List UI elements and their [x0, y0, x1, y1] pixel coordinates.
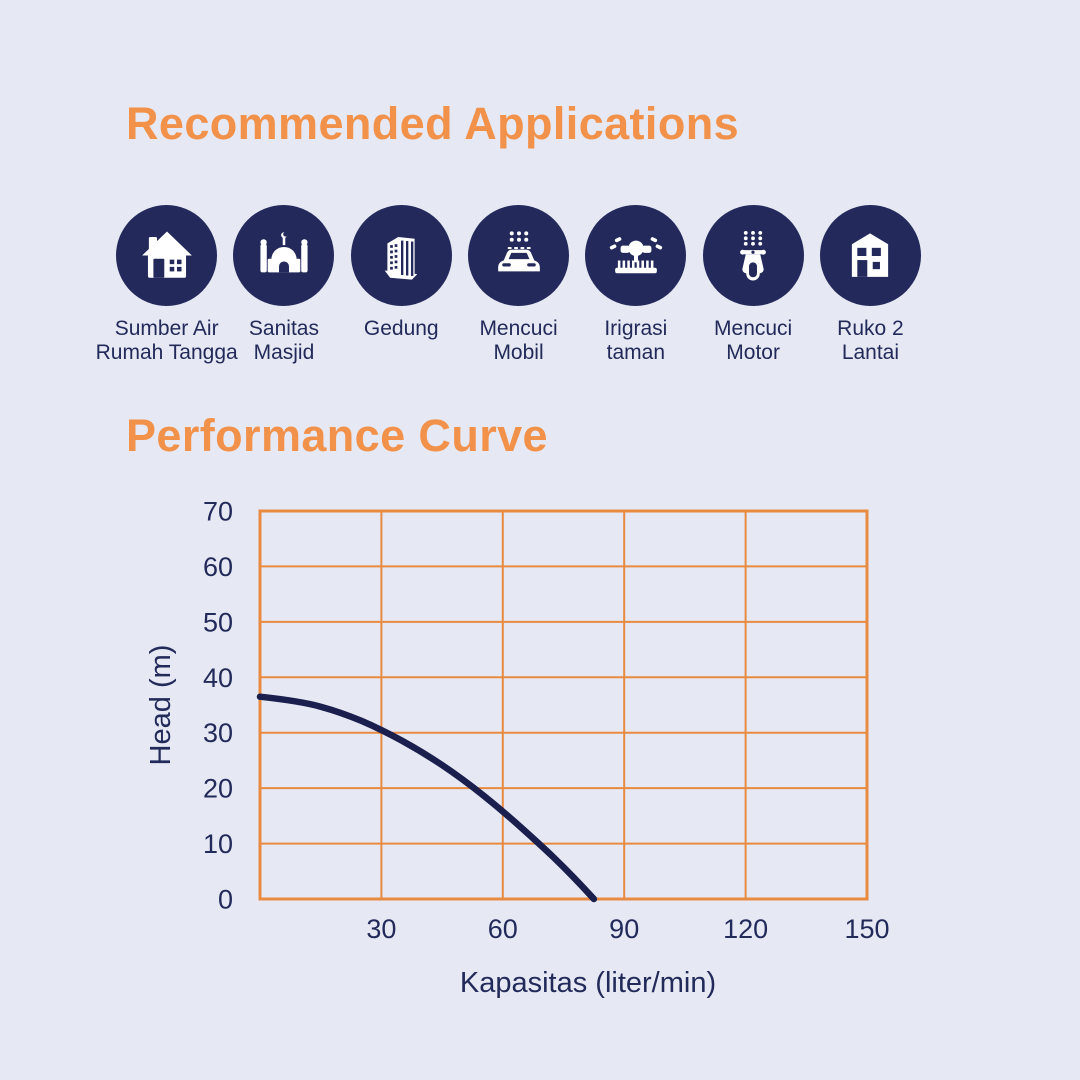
- shophouse-icon: [819, 205, 921, 306]
- mosque-icon: [233, 205, 335, 306]
- application-item-car-wash: Mencuci Mobil: [460, 205, 577, 364]
- application-label: Mencuci Motor: [714, 317, 793, 364]
- plot-border: [258, 509, 869, 901]
- application-label: Sanitas Masjid: [248, 317, 319, 364]
- application-item-garden-irrigation: Irigrasi taman: [577, 205, 694, 364]
- scooter-icon: [702, 205, 804, 306]
- application-item-shophouse: Ruko 2 Lantai: [812, 205, 929, 364]
- application-item-household-water: Sumber Air Rumah Tangga: [96, 205, 238, 364]
- application-item-motorbike-wash: Mencuci Motor: [694, 205, 811, 364]
- x-tick-label-120: 120: [723, 914, 768, 944]
- y-axis-label: Head (m): [145, 645, 177, 766]
- application-label: Gedung: [363, 317, 439, 340]
- y-tick-label-60: 60: [203, 552, 233, 582]
- building-icon: [350, 205, 452, 306]
- application-item-mosque-sanitation: Sanitas Masjid: [225, 205, 342, 364]
- pump-performance-curve: [256, 693, 598, 903]
- application-label: Ruko 2 Lantai: [837, 317, 904, 364]
- sprinkler-icon: [585, 205, 687, 306]
- x-tick-label-60: 60: [488, 914, 518, 944]
- performance-chart: 0 10 20 30 40 50 60 70 30 60 90 120 150 Kapasitas (li…: [145, 497, 890, 1000]
- y-tick-label-70: 70: [203, 497, 233, 527]
- y-tick-label-30: 30: [203, 718, 233, 748]
- applications-section-title: Recommended Applications: [126, 98, 740, 149]
- car-wash-icon: [468, 205, 570, 306]
- application-label: Irigrasi taman: [604, 317, 668, 364]
- performance-section-title: Performance Curve: [126, 410, 548, 461]
- y-tick-label-10: 10: [203, 829, 233, 859]
- y-tick-label-40: 40: [203, 663, 233, 693]
- y-tick-label-20: 20: [203, 774, 233, 804]
- application-label: Sumber Air Rumah Tangga: [95, 317, 238, 364]
- x-tick-label-30: 30: [366, 914, 396, 944]
- applications-icons-row: Sumber Air Rumah Tangga: [96, 205, 929, 364]
- x-axis-label: Kapasitas (liter/min): [460, 967, 716, 999]
- application-label: Mencuci Mobil: [479, 317, 558, 364]
- application-item-building: Gedung: [343, 205, 460, 364]
- y-tick-label-50: 50: [203, 607, 233, 637]
- x-tick-label-90: 90: [609, 914, 639, 944]
- y-tick-label-0: 0: [218, 885, 233, 915]
- x-tick-label-150: 150: [844, 914, 889, 944]
- house-icon: [116, 205, 218, 306]
